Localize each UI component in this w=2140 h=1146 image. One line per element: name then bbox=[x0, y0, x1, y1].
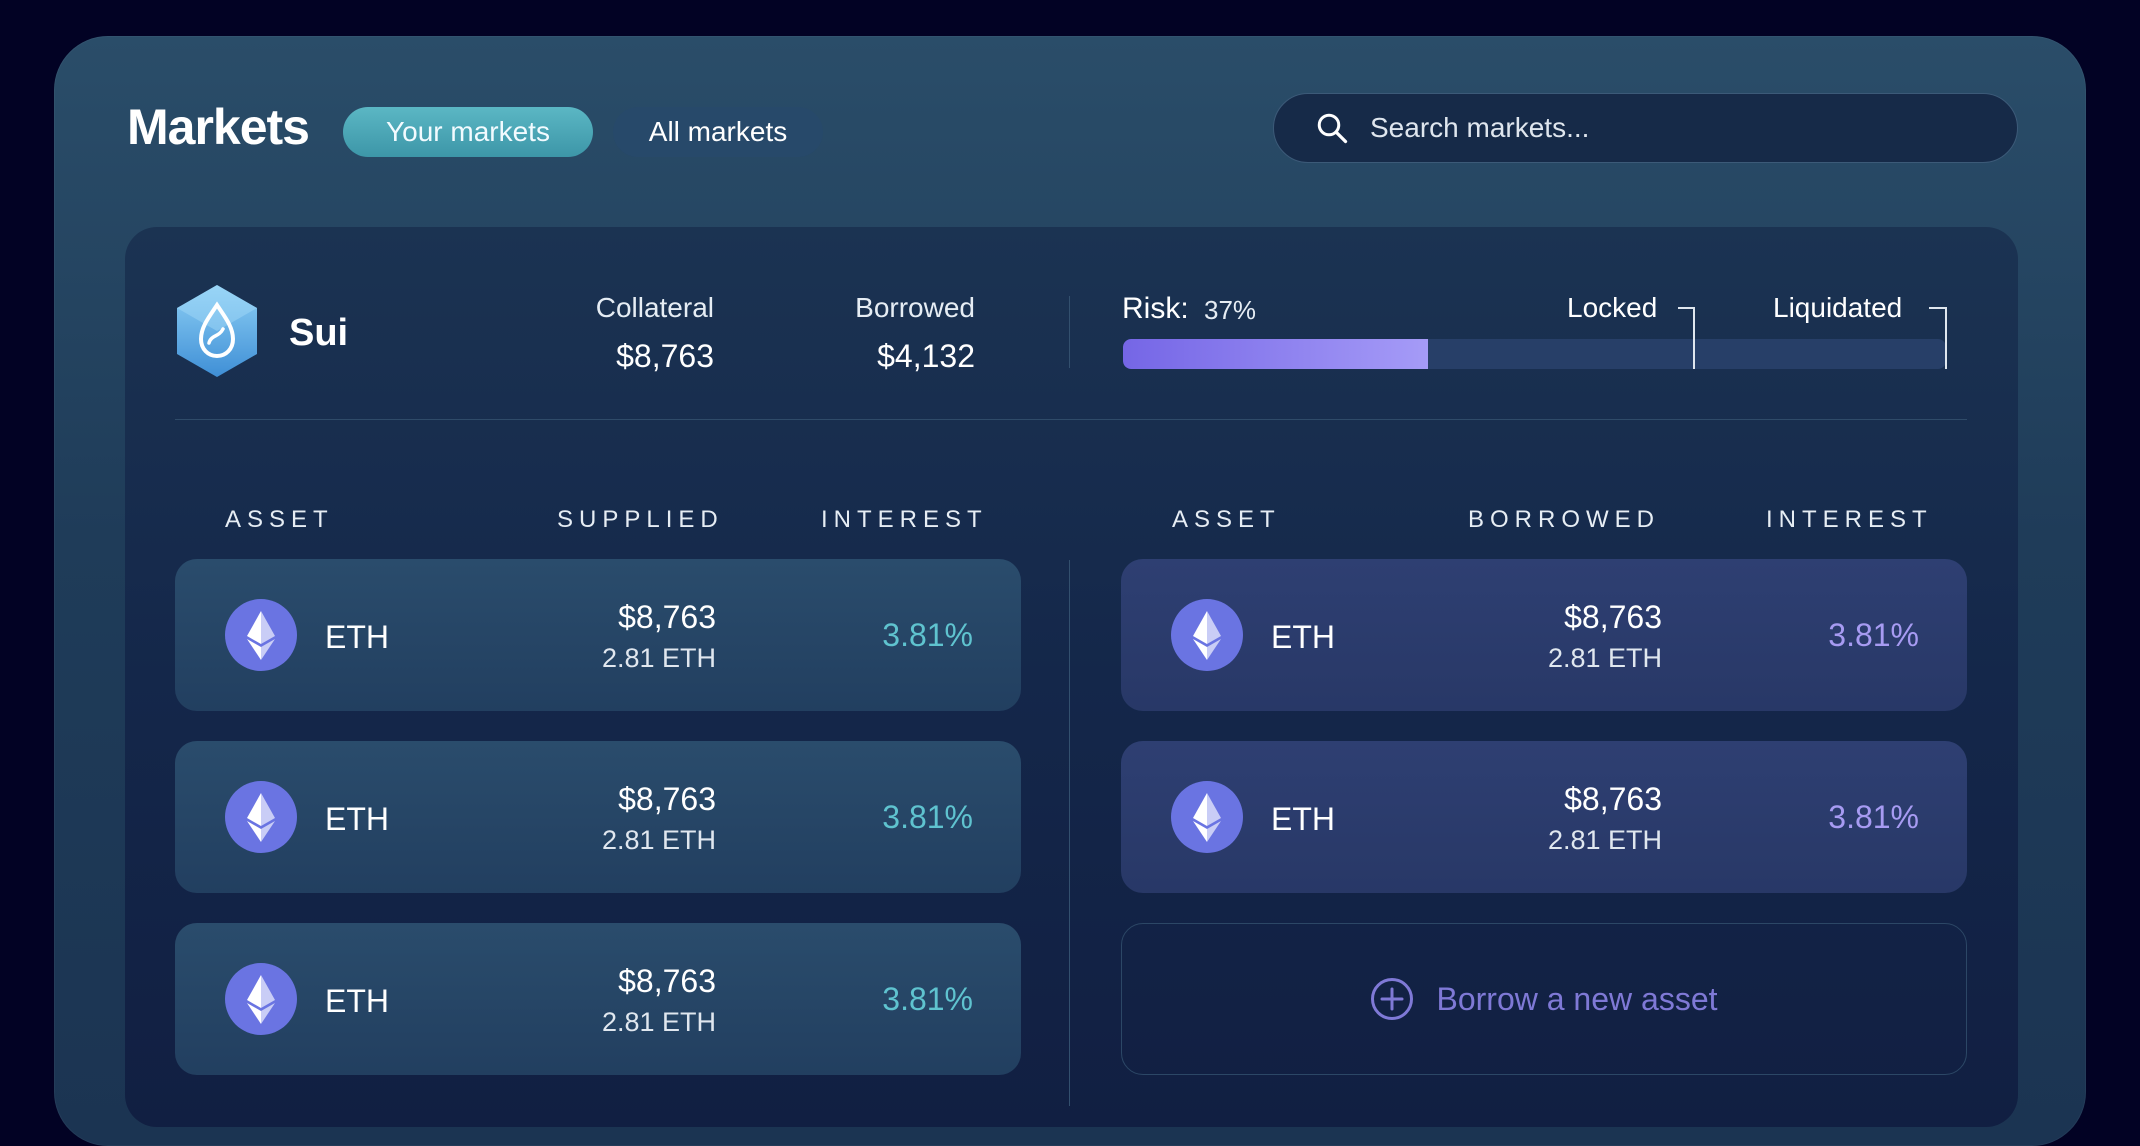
borrowed-amount: 2.81 ETH bbox=[1547, 825, 1662, 855]
borrowed-amount: 2.81 ETH bbox=[1547, 643, 1662, 673]
borrowed-value: $4,132 bbox=[877, 338, 975, 374]
search-icon bbox=[1317, 113, 1348, 144]
supplied-row[interactable]: ETH $8,763 2.81 ETH 3.81% bbox=[175, 923, 1021, 1075]
locked-marker-cap bbox=[1678, 307, 1694, 309]
borrowed-label: Borrowed bbox=[855, 292, 975, 323]
supplied-interest: 3.81% bbox=[882, 799, 973, 835]
supplied-col-asset: ASSET bbox=[225, 506, 334, 533]
stats-divider bbox=[1069, 296, 1070, 368]
liquidated-marker bbox=[1945, 307, 1947, 369]
liquidated-marker-cap bbox=[1929, 307, 1946, 309]
risk-label: Risk: bbox=[1122, 292, 1189, 325]
plus-circle-icon bbox=[1371, 978, 1414, 1020]
borrowed-col-borrowed: BORROWED bbox=[1468, 506, 1660, 533]
supplied-amount: 2.81 ETH bbox=[601, 643, 716, 673]
ethereum-icon bbox=[225, 781, 297, 853]
ethereum-icon bbox=[225, 963, 297, 1035]
page-title: Markets bbox=[127, 99, 310, 155]
risk-value: 37% bbox=[1204, 295, 1257, 325]
asset-name: ETH bbox=[1271, 619, 1335, 655]
borrowed-col-interest: INTEREST bbox=[1766, 506, 1933, 533]
supplied-col-interest: INTEREST bbox=[821, 506, 988, 533]
supplied-row[interactable]: ETH $8,763 2.81 ETH 3.81% bbox=[175, 741, 1021, 893]
locked-marker bbox=[1693, 307, 1695, 369]
supplied-usd: $8,763 bbox=[618, 963, 716, 999]
borrowed-interest: 3.81% bbox=[1828, 799, 1919, 835]
liquidated-label: Liquidated bbox=[1773, 292, 1903, 323]
ethereum-icon bbox=[1171, 599, 1243, 671]
borrow-new-asset-button[interactable]: Borrow a new asset bbox=[1121, 923, 1967, 1075]
supplied-amount: 2.81 ETH bbox=[601, 1007, 716, 1037]
supplied-amount: 2.81 ETH bbox=[601, 825, 716, 855]
supplied-interest: 3.81% bbox=[882, 981, 973, 1017]
search-input[interactable] bbox=[1368, 111, 2017, 145]
asset-name: ETH bbox=[1271, 801, 1335, 837]
borrowed-usd: $8,763 bbox=[1564, 599, 1662, 635]
collateral-label: Collateral bbox=[595, 292, 714, 323]
collateral-value: $8,763 bbox=[616, 338, 714, 374]
borrowed-row[interactable]: ETH $8,763 2.81 ETH 3.81% bbox=[1121, 741, 1967, 893]
section-divider bbox=[175, 419, 1967, 420]
supplied-row[interactable]: ETH $8,763 2.81 ETH 3.81% bbox=[175, 559, 1021, 711]
supplied-interest: 3.81% bbox=[882, 617, 973, 653]
market-name: Sui bbox=[289, 312, 349, 354]
borrowed-col-asset: ASSET bbox=[1172, 506, 1281, 533]
tab-your-markets[interactable]: Your markets bbox=[343, 107, 593, 157]
supplied-usd: $8,763 bbox=[618, 781, 716, 817]
locked-label: Locked bbox=[1567, 292, 1658, 323]
supplied-usd: $8,763 bbox=[618, 599, 716, 635]
asset-name: ETH bbox=[325, 801, 389, 837]
risk-bar bbox=[1123, 339, 1946, 369]
asset-name: ETH bbox=[325, 983, 389, 1019]
risk-bar-fill bbox=[1123, 339, 1428, 369]
columns-divider bbox=[1069, 560, 1070, 1106]
borrowed-interest: 3.81% bbox=[1828, 617, 1919, 653]
tab-all-markets[interactable]: All markets bbox=[613, 107, 823, 157]
ethereum-icon bbox=[225, 599, 297, 671]
ethereum-icon bbox=[1171, 781, 1243, 853]
sui-logo bbox=[177, 285, 257, 377]
borrowed-usd: $8,763 bbox=[1564, 781, 1662, 817]
search-box[interactable] bbox=[1273, 93, 2018, 163]
asset-name: ETH bbox=[325, 619, 389, 655]
borrowed-row[interactable]: ETH $8,763 2.81 ETH 3.81% bbox=[1121, 559, 1967, 711]
borrow-new-asset-label: Borrow a new asset bbox=[1436, 980, 1718, 1017]
supplied-col-supplied: SUPPLIED bbox=[557, 506, 724, 533]
